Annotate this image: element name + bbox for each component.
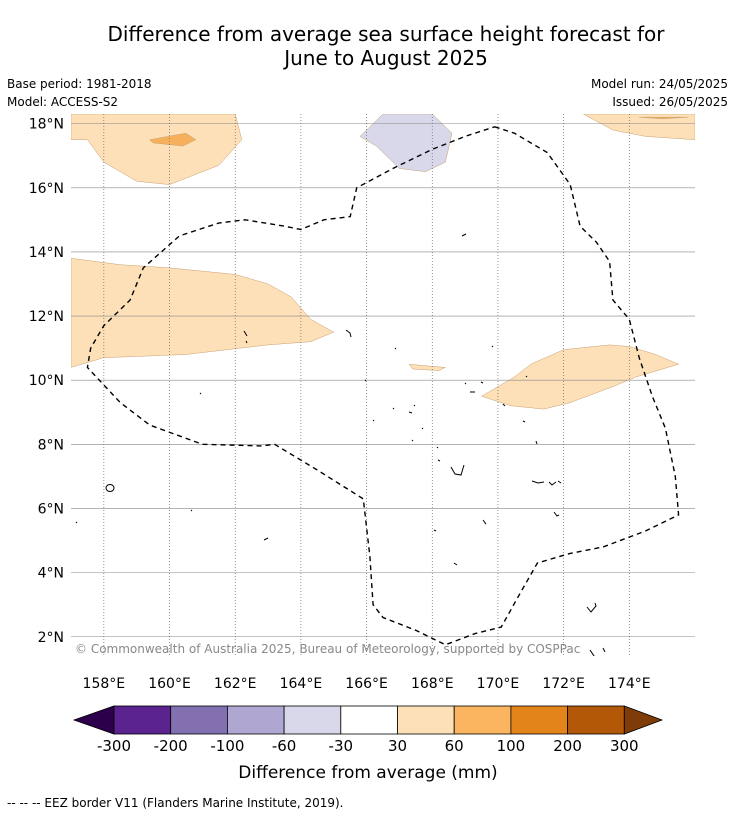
colorbar-swatch <box>283 705 342 735</box>
anomaly-region <box>359 114 453 172</box>
colorbar-swatch <box>567 705 625 735</box>
longitude-label: 170°E <box>477 676 520 692</box>
colorbar-tick-labels: -300 -200 -100 -60 -30 30 60 100 200 300 <box>97 737 639 755</box>
longitude-label: 172°E <box>542 676 585 692</box>
colorbar <box>72 705 664 735</box>
model-text: Model: ACCESS-S2 <box>7 95 119 109</box>
longitude-label: 164°E <box>280 676 323 692</box>
title-line-1: Difference from average sea surface heig… <box>107 22 665 46</box>
anomaly-region <box>480 344 680 410</box>
latitude-labels: 2°N 4°N 6°N 8°N 10°N 12°N 14°N 16°N 18°N <box>29 117 64 646</box>
anomaly-region <box>149 132 197 147</box>
colorbar-swatch <box>340 705 398 735</box>
longitude-label: 174°E <box>608 676 651 692</box>
colorbar-label: Difference from average (mm) <box>238 763 497 783</box>
colorbar-swatch <box>170 705 228 735</box>
colorbar-tick-label: 200 <box>553 737 582 755</box>
colorbar-arrow-high <box>623 705 664 735</box>
coastlines <box>75 233 606 656</box>
latitude-label: 18°N <box>29 117 64 133</box>
colorbar-tick-label: 100 <box>497 737 526 755</box>
colorbar-swatch <box>397 705 455 735</box>
colorbar-tick-label: -300 <box>97 737 131 755</box>
anomaly-regions <box>71 114 695 410</box>
graticule <box>71 114 695 656</box>
eez-legend: -- -- -- EEZ border V11 (Flanders Marine… <box>7 796 344 810</box>
anomaly-region <box>583 114 695 140</box>
latitude-label: 4°N <box>38 566 64 582</box>
longitude-label: 160°E <box>148 676 191 692</box>
copyright-text: © Commonwealth of Australia 2025, Bureau… <box>75 642 580 656</box>
colorbar-tick-label: -200 <box>154 737 188 755</box>
colorbar-tick-label: 30 <box>388 737 407 755</box>
model-run-text: Model run: 24/05/2025 <box>590 77 728 91</box>
latitude-label: 14°N <box>29 245 64 261</box>
issued-text: Issued: 26/05/2025 <box>612 95 728 109</box>
base-period-text: Base period: 1981-2018 <box>7 77 152 91</box>
colorbar-arrow-low <box>72 705 115 735</box>
colorbar-tick-label: 300 <box>610 737 639 755</box>
run-info: Model run: 24/05/2025 Issued: 26/05/2025 <box>591 75 728 111</box>
anomaly-region <box>639 116 689 120</box>
latitude-label: 6°N <box>38 501 64 517</box>
map-title: Difference from average sea surface heig… <box>0 22 736 70</box>
latitude-label: 10°N <box>29 373 64 389</box>
title-line-2: June to August 2025 <box>284 46 488 70</box>
colorbar-swatch <box>453 705 512 735</box>
anomaly-region <box>71 114 243 185</box>
longitude-label: 166°E <box>345 676 388 692</box>
latitude-label: 16°N <box>29 181 64 197</box>
base-info: Base period: 1981-2018 Model: ACCESS-S2 <box>7 75 152 111</box>
longitude-label: 158°E <box>83 676 126 692</box>
colorbar-swatch <box>226 705 285 735</box>
colorbar-swatch <box>510 705 568 735</box>
anomaly-region <box>71 258 335 368</box>
longitude-label: 162°E <box>214 676 257 692</box>
longitude-labels: 158°E 160°E 162°E 164°E 166°E 168°E 170°E 172°E… <box>83 676 651 692</box>
colorbar-tick-label: 60 <box>445 737 464 755</box>
latitude-label: 8°N <box>38 437 64 453</box>
colorbar-swatch <box>113 705 172 735</box>
colorbar-tick-label: -30 <box>329 737 354 755</box>
latitude-label: 2°N <box>38 630 64 646</box>
map-area: © Commonwealth of Australia 2025, Bureau… <box>71 114 695 656</box>
latitude-label: 12°N <box>29 309 64 325</box>
colorbar-tick-label: -60 <box>272 737 297 755</box>
longitude-label: 168°E <box>411 676 454 692</box>
anomaly-region <box>408 363 447 371</box>
colorbar-tick-label: -100 <box>210 737 244 755</box>
